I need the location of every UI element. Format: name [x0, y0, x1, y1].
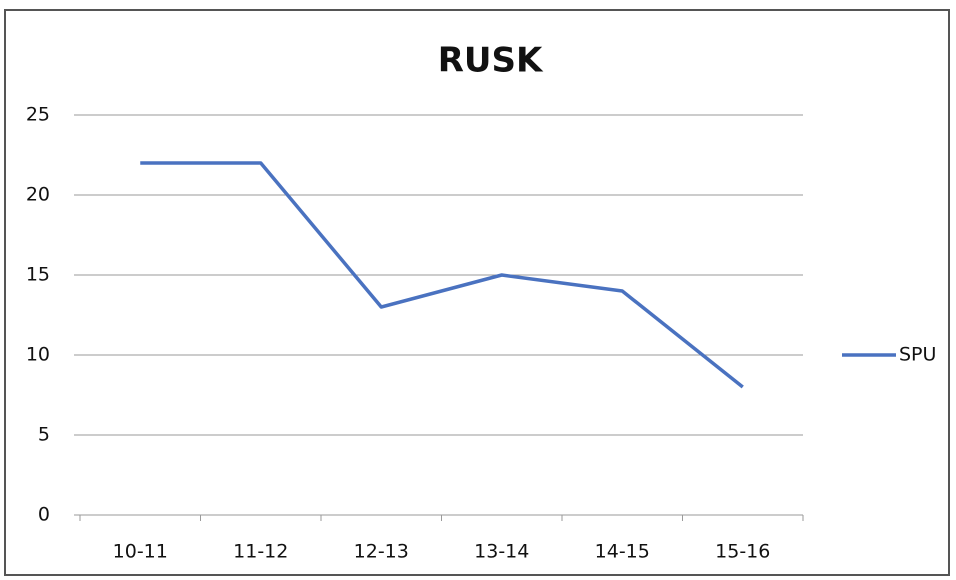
legend-label: SPU	[899, 344, 936, 366]
x-tick-label: 11-12	[233, 541, 288, 563]
y-tick-label: 5	[38, 424, 50, 446]
chart-title: RUSK	[438, 41, 544, 81]
x-tick-label: 13-14	[474, 541, 529, 563]
y-tick-label: 10	[26, 344, 50, 366]
x-tick-label: 14-15	[595, 541, 650, 563]
x-tick-label: 10-11	[113, 541, 168, 563]
data-line	[140, 161, 744, 389]
chart-border	[4, 9, 950, 576]
y-tick-label: 20	[26, 184, 50, 206]
y-tick-label: 15	[26, 264, 50, 286]
x-tick-label: 12-13	[354, 541, 409, 563]
y-tick-label: 25	[26, 104, 50, 126]
y-tick-label: 0	[38, 504, 50, 526]
x-tick-label: 15-16	[715, 541, 770, 563]
